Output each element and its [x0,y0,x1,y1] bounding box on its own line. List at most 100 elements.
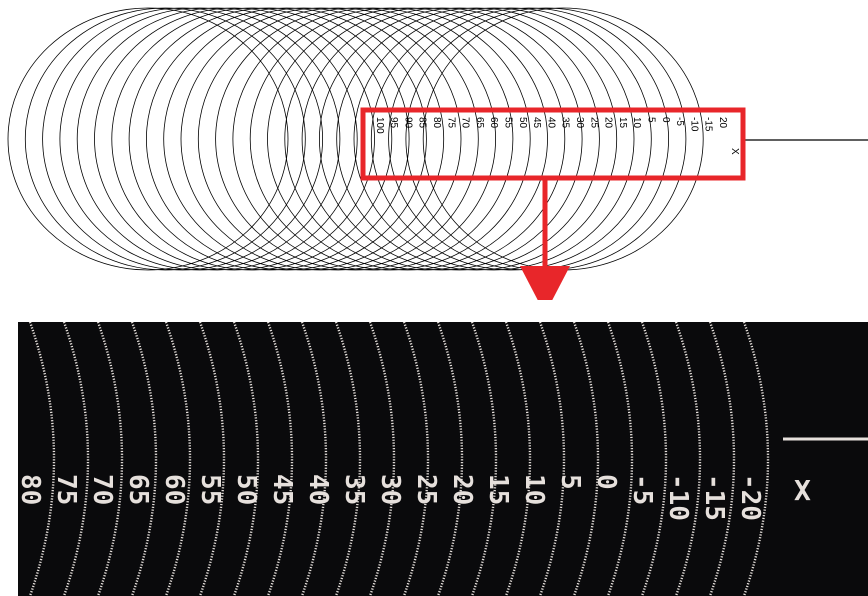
engraved-label: 30 [375,474,405,505]
scale-label: 80 [431,117,442,129]
engraved-arc [164,322,192,596]
scale-ellipse [301,7,583,271]
scale-ellipse [232,7,514,271]
engraved-labels: 80 75 70 65 60 55 50 45 40 35 30 25 20 15 10 5 0 -5 -10 -15… [18,474,765,521]
engraved-label: 75 [51,474,81,505]
engraved-label: 10 [519,474,549,505]
engraved-label: -5 [627,474,657,505]
scale-ellipse [7,7,289,271]
ellipse-family [7,7,704,271]
x-label: X [729,148,740,155]
scale-ellipse [318,7,600,271]
engraved-arc [198,322,226,596]
engraved-arc [368,322,396,596]
highlight-box [360,107,746,181]
scale-ellipse [128,7,410,271]
scale-ellipse [336,7,618,271]
scale-label: 100 [374,117,385,134]
engraved-label: -10 [663,474,693,521]
scale-ellipse [370,7,652,271]
engraved-label: 65 [123,474,153,505]
scale-label: 30 [574,117,585,129]
engraved-arcs [28,322,770,596]
engraved-arc [436,322,464,596]
scale-label: 45 [531,117,542,129]
scale-label: -5 [674,117,685,126]
scale-ellipse [94,7,375,271]
scale-ellipse [353,7,635,271]
scale-ellipse [59,7,341,271]
scale-label: 65 [474,117,485,129]
scale-label: 40 [545,117,556,129]
scale-label: -15 [703,117,714,132]
engraved-arc [742,322,770,596]
scale-ellipse [111,7,393,271]
engraved-label: 80 [18,474,45,505]
engraved-label: 60 [159,474,189,505]
engraved-label: 70 [87,474,117,505]
engraved-arc [130,322,158,596]
scale-ellipse [249,7,531,271]
engraved-arc [572,322,600,596]
engraved-arc [470,322,498,596]
engraved-arc [62,322,90,596]
engraved-arc [96,322,124,596]
scale-ellipse [24,7,306,271]
scale-label: 5 [646,117,657,123]
scale-ellipse [163,7,445,271]
highlight-arrow-head [520,266,570,300]
scale-label: 25 [588,117,599,129]
engraved-arc [266,322,294,596]
engraved-label: 5 [555,474,585,490]
scale-ellipse [145,7,427,271]
engraved-label: 20 [447,474,477,505]
scale-ellipse [76,7,358,271]
engraved-arc [606,322,634,596]
scale-label: 60 [488,117,499,129]
scale-label: 90 [402,117,413,129]
scale-label: 85 [417,117,428,129]
scale-label: 75 [445,117,456,129]
engraved-arc [708,322,736,596]
engraved-label: 40 [303,474,333,505]
engraved-arc [232,322,260,596]
engraved-arc [674,322,702,596]
engraved-label: 50 [231,474,261,505]
scale-ellipse [284,7,566,271]
scale-label: 0 [660,117,671,123]
scale-label: 50 [517,117,528,129]
engraved-label: 35 [339,474,369,505]
scale-ellipse [422,7,704,271]
scale-ellipse [180,7,462,271]
scale-labels: 20-15-10-5051015202530354045505560657075… [374,117,728,134]
scale-label: -10 [688,117,699,132]
engraved-arc [640,322,668,596]
scale-label: 10 [631,117,642,129]
scale-label: 20 [603,117,614,129]
scale-label: 70 [460,117,471,129]
engraved-scale-photo: 80 75 70 65 60 55 50 45 40 35 30 25 20 15 10 5 0 -5 -10 -15… [18,322,868,596]
scale-label: 95 [388,117,399,129]
engraved-arc [334,322,362,596]
scale-label: 55 [503,117,514,129]
scale-label: 20 [717,117,728,129]
scale-ellipse [267,7,548,271]
engraved-label: 55 [195,474,225,505]
engraved-label: 0 [591,474,621,490]
engraved-label: -15 [699,474,729,521]
scale-ellipse [388,7,669,271]
scale-ellipse [197,7,479,271]
ellipse-scale-diagram: 20-15-10-5051015202530354045505560657075… [7,7,868,300]
engraved-arc [300,322,328,596]
engraved-x-label: X [794,474,811,507]
engraved-label: 25 [411,474,441,505]
engraved-label: -20 [735,474,765,521]
engraved-arc [28,322,56,596]
engraved-arc [538,322,566,596]
engraved-arc [504,322,532,596]
scale-ellipse [42,7,324,271]
engraved-label: 45 [267,474,297,505]
engraved-scale-image: 80 75 70 65 60 55 50 45 40 35 30 25 20 15 10 5 0 -5 -10 -15… [18,322,868,596]
engraved-arc [402,322,430,596]
engraved-label: 15 [483,474,513,505]
